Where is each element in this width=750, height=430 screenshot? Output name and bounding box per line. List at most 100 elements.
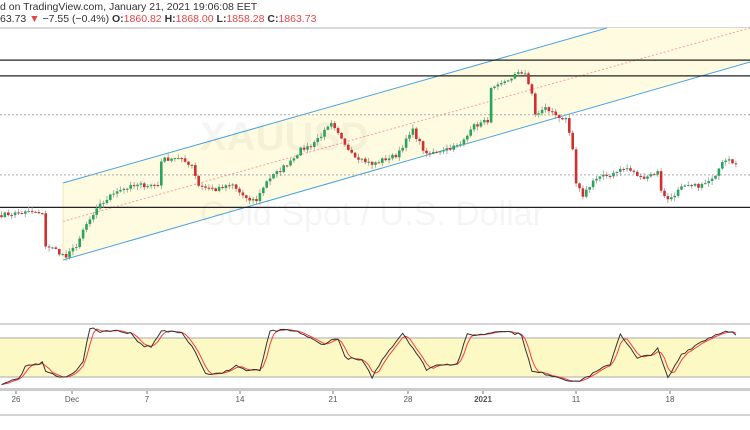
candle-up [646,176,649,179]
candle-down [156,185,160,187]
close-value: 1863.73 [278,13,317,25]
candle-up [367,161,370,163]
candle-down [377,162,381,164]
candle-down [302,147,306,150]
candle-down [333,123,336,129]
channel-median-line [62,27,750,222]
candle-up [268,178,272,182]
candle-up [85,224,88,230]
candle-up [517,72,520,74]
candle-down [554,111,557,116]
candle-up [119,190,122,192]
candle-up [319,136,323,139]
candle-up [68,251,71,258]
candle-down [435,151,438,153]
candle-down [561,117,564,120]
ohlc-legend: 63.73 ▼ −7.55 (−0.4%) O:1860.82 H:1868.0… [0,13,316,25]
candle-up [727,159,731,161]
candle-down [187,161,190,165]
candle-up [506,80,510,82]
candle-down [697,183,700,188]
candle-down [234,184,238,189]
candle-down [530,84,534,94]
candle-up [493,86,496,88]
candle-up [602,174,605,177]
candle-down [642,176,646,179]
candle-up [404,138,408,148]
candle-up [330,123,333,127]
candle-up [656,171,659,175]
candle-down [0,215,3,218]
candle-up [51,247,54,249]
candle-down [255,198,258,202]
candle-up [217,186,221,191]
candle-up [432,151,435,154]
candle-up [510,78,513,81]
time-tick-label: 28 [404,395,413,404]
candle-up [139,183,143,185]
candle-up [500,83,503,85]
candle-down [238,188,241,193]
candle-up [595,178,598,181]
candle-down [245,195,248,198]
candle-up [544,107,547,110]
candle-up [442,150,445,152]
candle-down [357,157,360,160]
candle-up [721,162,724,169]
candle-down [663,190,666,197]
candle-down [194,165,197,176]
candle-down [350,149,353,153]
candle-up [619,168,622,172]
candle-up [676,189,680,196]
candle-down [211,187,214,189]
time-axis[interactable]: 26 Dec 7 14 21 28 2021 11 18 [12,391,675,404]
candle-up [170,158,173,161]
candle-up [224,185,228,189]
candle-down [47,246,51,248]
candle-up [306,146,309,150]
candle-up [173,158,177,160]
candle-down [608,175,612,177]
watermark-description: Gold Spot / U.S. Dollar [200,195,544,233]
candle-down [204,186,207,188]
candle-up [3,212,7,218]
channel-upper-line [62,27,608,184]
candle-up [109,194,112,200]
candle-down [20,213,24,215]
candle-up [503,81,506,84]
candle-down [571,132,574,150]
candle-down [248,197,251,201]
candle-up [513,73,517,79]
candle-down [309,146,313,148]
candle-down [527,73,530,85]
candle-up [177,158,180,160]
candle-down [153,184,156,186]
candle-up [272,174,275,179]
candle-up [496,84,500,87]
candle-up [326,126,330,130]
candle-up [588,187,591,190]
candle-down [34,211,37,213]
candle-down [574,149,578,184]
candle-up [687,185,690,187]
candle-up [102,202,105,204]
candle-up [92,214,95,220]
candle-down [200,185,204,187]
time-tick-label: 18 [666,395,675,404]
candle-up [115,191,119,194]
candle-up [438,151,442,153]
candle-down [143,183,146,188]
candle-down [58,249,61,255]
candle-up [693,183,697,186]
candle-up [275,171,279,175]
candle-up [149,184,153,187]
candle-up [670,197,673,200]
high-label: H: [164,13,176,25]
candle-down [653,174,656,176]
candle-up [540,109,544,114]
candle-up [483,119,486,123]
candle-up [299,147,302,156]
candle-up [462,139,466,145]
channel-lower-line [62,61,750,261]
